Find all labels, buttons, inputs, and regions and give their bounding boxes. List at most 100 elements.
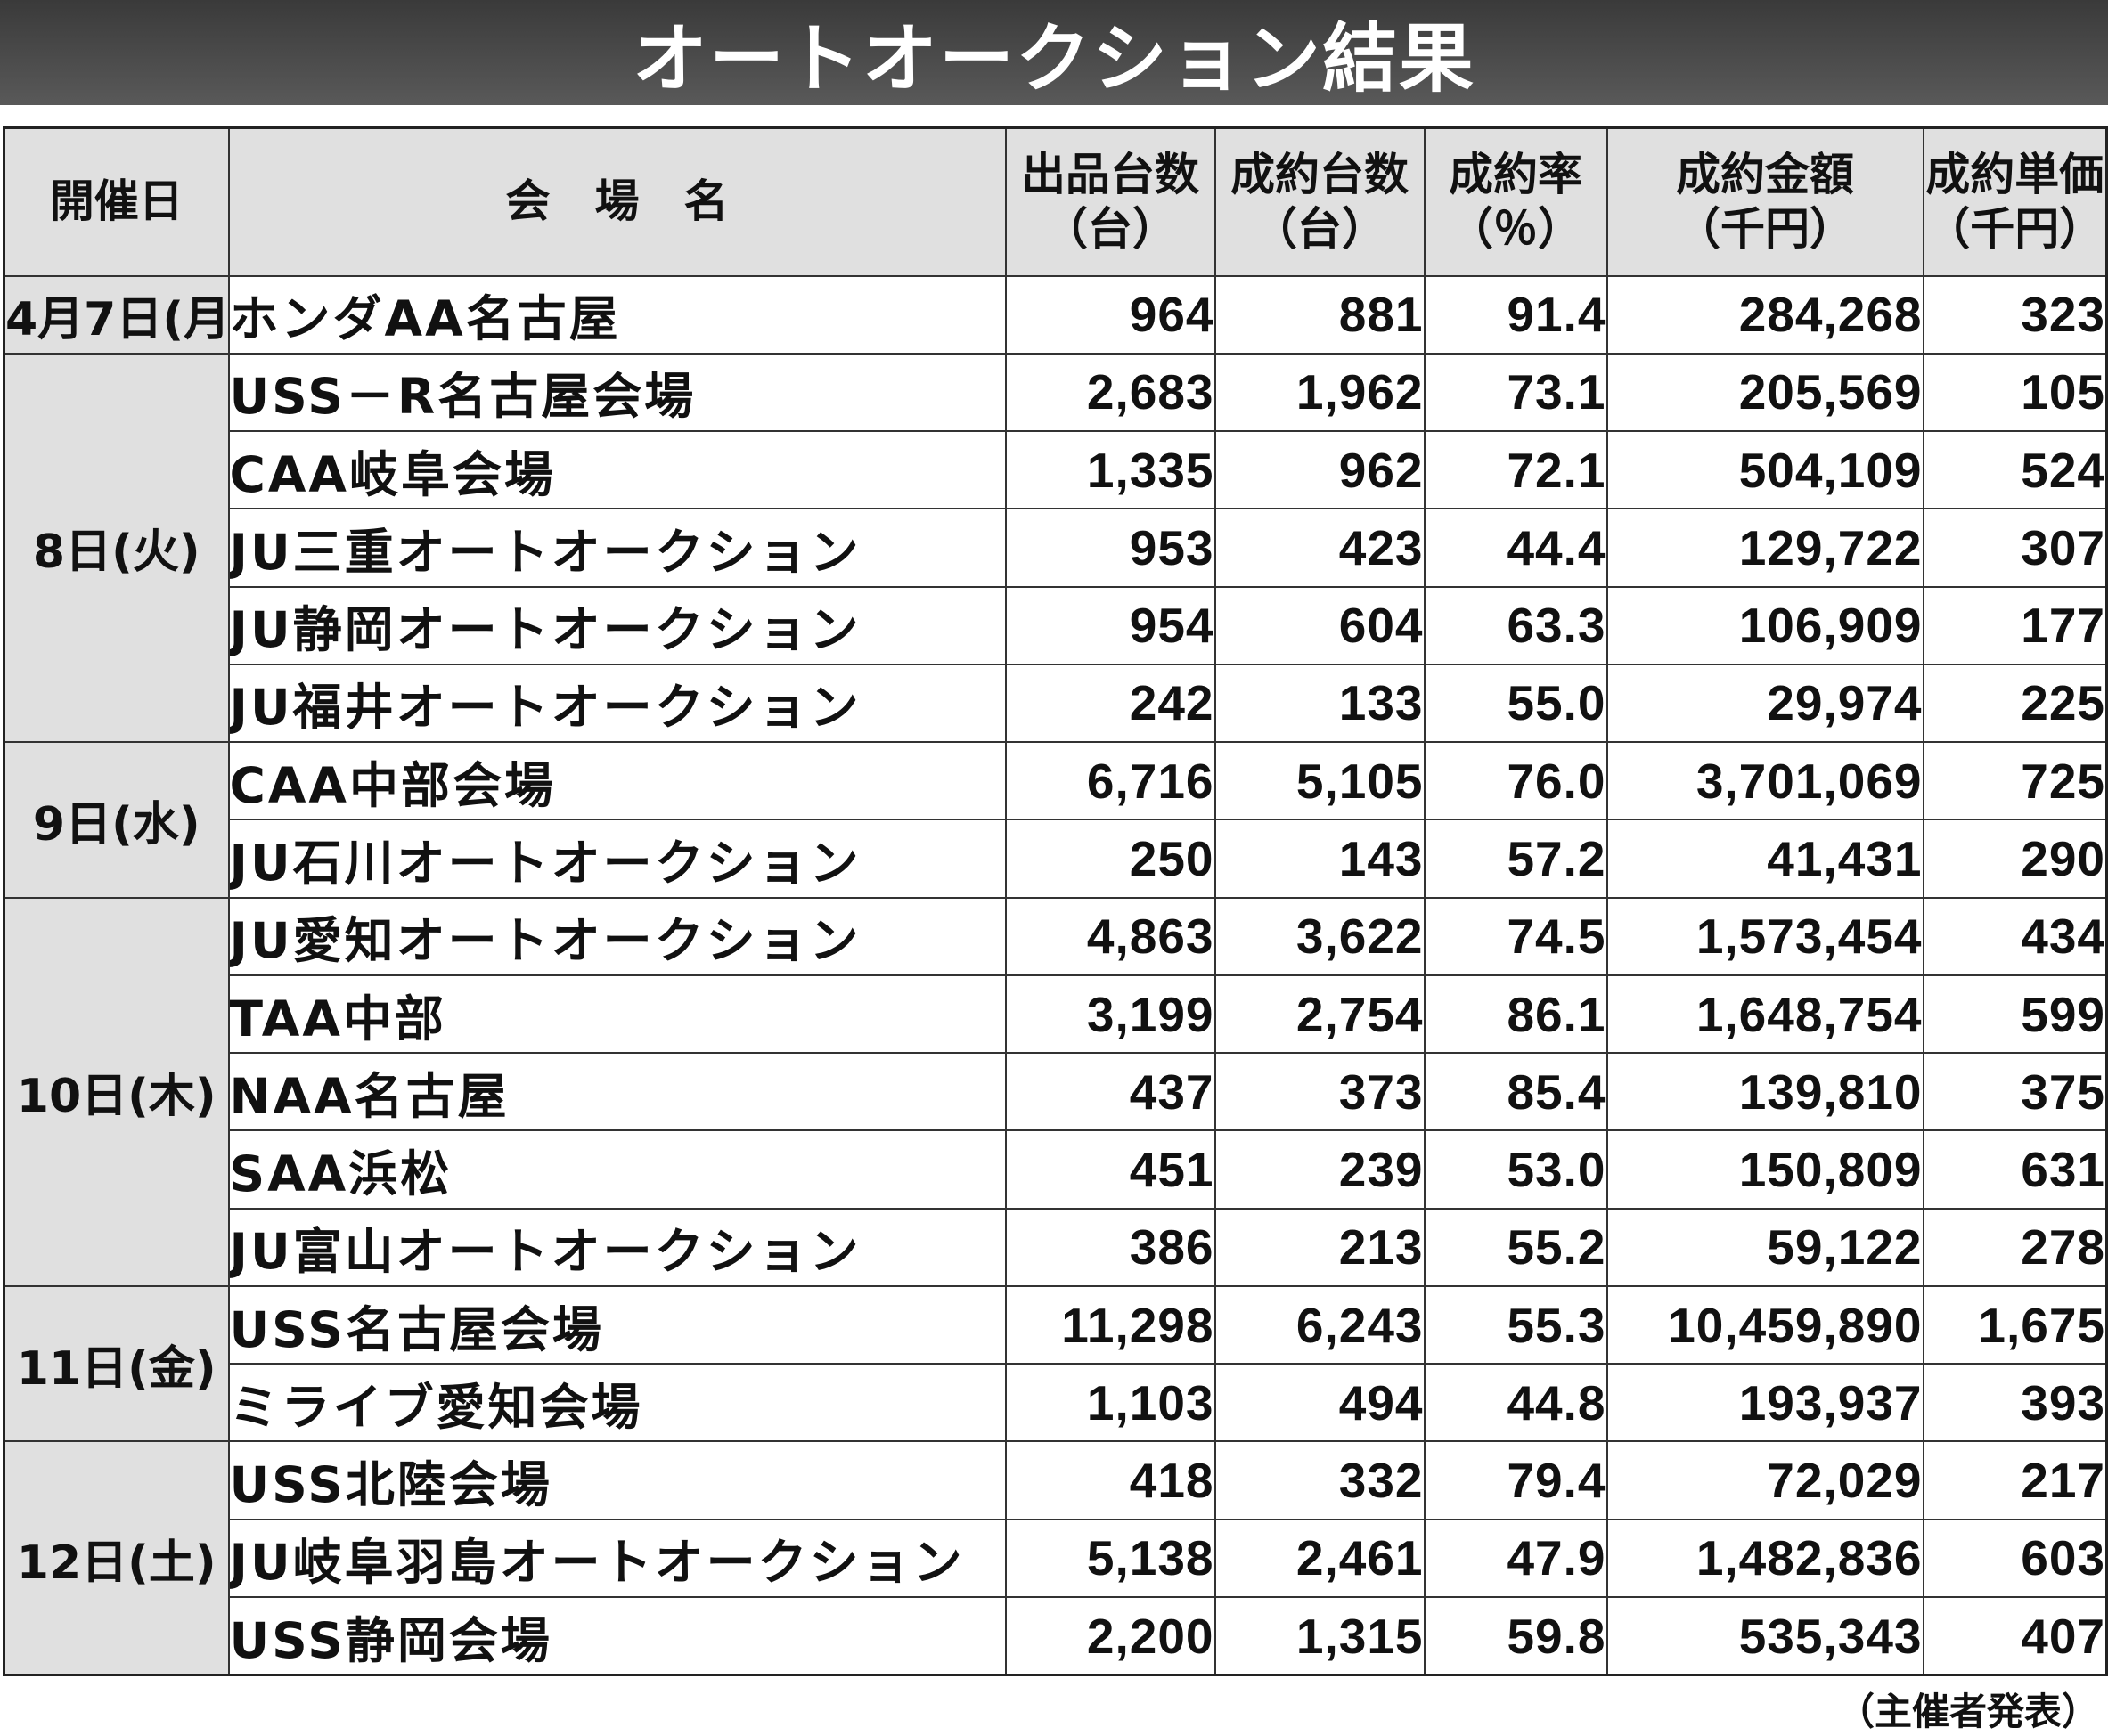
amount-cell: 41,431	[1606, 819, 1924, 899]
amount-cell: 129,722	[1606, 508, 1924, 588]
rate-cell: 44.8	[1423, 1363, 1608, 1443]
rate-cell: 72.1	[1423, 430, 1608, 510]
header-unit-price-label: 成約単価	[1925, 148, 2104, 200]
auction-results-table: 開催日 会 場 名 出品台数 （台） 成約台数 （台） 成約率 （％） 成約金額…	[3, 126, 2108, 1676]
table-row: CAA岐阜会場 1,335 962 72.1 504,109 524	[4, 430, 2108, 510]
amount-cell: 3,701,069	[1606, 741, 1924, 821]
rate-cell: 55.3	[1423, 1284, 1608, 1365]
listed-cell: 954	[1004, 585, 1216, 665]
unit-price-cell: 434	[1922, 896, 2108, 976]
sold-cell: 239	[1213, 1129, 1426, 1210]
listed-cell: 242	[1004, 663, 1216, 744]
amount-cell: 1,482,836	[1606, 1518, 1924, 1599]
amount-cell: 205,569	[1606, 352, 1924, 433]
rate-cell: 91.4	[1423, 274, 1608, 355]
table-row: 12日(土) USS北陸会場 418 332 79.4 72,029 217	[3, 1440, 2108, 1676]
venue-cell: USS静岡会場	[227, 1596, 1007, 1676]
sold-cell: 962	[1213, 430, 1426, 510]
amount-cell: 139,810	[1606, 1052, 1924, 1132]
rate-cell: 73.1	[1423, 352, 1608, 433]
listed-cell: 5,138	[1004, 1518, 1216, 1599]
table-row: JU富山オートオークション 386 213 55.2 59,122 278	[4, 1207, 2108, 1287]
unit-price-cell: 307	[1922, 508, 2108, 588]
unit-price-cell: 290	[1922, 819, 2108, 899]
unit-price-cell: 323	[1922, 274, 2108, 355]
table-row: 10日(木) JU愛知オートオークション 4,863 3,622 74.5 1,…	[3, 896, 2108, 1287]
sold-cell: 5,105	[1213, 741, 1426, 821]
amount-cell: 535,343	[1606, 1596, 1924, 1676]
date-cell: 12日(土)	[3, 1440, 230, 1676]
table-row: 9日(水) CAA中部会場 6,716 5,105 76.0 3,701,069…	[3, 741, 2108, 899]
amount-cell: 29,974	[1606, 663, 1924, 744]
rate-cell: 53.0	[1423, 1129, 1608, 1210]
amount-cell: 284,268	[1606, 274, 1924, 355]
rate-cell: 76.0	[1423, 741, 1608, 821]
rate-cell: 79.4	[1423, 1440, 1608, 1520]
venue-cell: USS名古屋会場	[227, 1284, 1007, 1365]
unit-price-cell: 1,675	[1922, 1284, 2108, 1365]
header-amount-unit: （千円）	[1676, 202, 1854, 255]
venue-cell: JU静岡オートオークション	[227, 585, 1007, 665]
listed-cell: 1,335	[1004, 430, 1216, 510]
unit-price-cell: 407	[1922, 1596, 2108, 1676]
table-row: JU岐阜羽島オートオークション 5,138 2,461 47.9 1,482,8…	[4, 1518, 2108, 1599]
unit-price-cell: 225	[1922, 663, 2108, 744]
amount-cell: 504,109	[1606, 430, 1924, 510]
listed-cell: 11,298	[1004, 1284, 1216, 1365]
header-unit-price-unit: （千円）	[1925, 202, 2104, 255]
sold-cell: 143	[1213, 819, 1426, 899]
unit-price-cell: 725	[1922, 741, 2108, 821]
table-row: NAA名古屋 437 373 85.4 139,810 375	[4, 1052, 2108, 1132]
sold-cell: 604	[1213, 585, 1426, 665]
rate-cell: 59.8	[1423, 1596, 1608, 1676]
listed-cell: 3,199	[1004, 974, 1216, 1055]
sold-cell: 423	[1213, 508, 1426, 588]
venue-cell: CAA中部会場	[227, 741, 1007, 821]
date-cell: 4月7日(月)	[3, 274, 230, 355]
unit-price-cell: 603	[1922, 1518, 2108, 1599]
venue-cell: JU愛知オートオークション	[227, 896, 1007, 976]
table-row: JU福井オートオークション 242 133 55.0 29,974 225	[4, 663, 2108, 744]
table-row: TAA中部 3,199 2,754 86.1 1,648,754 599	[4, 974, 2108, 1055]
listed-cell: 418	[1004, 1440, 1216, 1520]
listed-cell: 4,863	[1004, 896, 1216, 976]
sold-cell: 2,754	[1213, 974, 1426, 1055]
rate-cell: 74.5	[1423, 896, 1608, 976]
sold-cell: 133	[1213, 663, 1426, 744]
unit-price-cell: 375	[1922, 1052, 2108, 1132]
rate-cell: 86.1	[1423, 974, 1608, 1055]
venue-cell: USS－R名古屋会場	[227, 352, 1007, 433]
venue-cell: CAA岐阜会場	[227, 430, 1007, 510]
unit-price-cell: 599	[1922, 974, 2108, 1055]
venue-cell: NAA名古屋	[227, 1052, 1007, 1132]
table-row: ミライブ愛知会場 1,103 494 44.8 193,937 393	[4, 1363, 2108, 1443]
venue-cell: ホンダAA名古屋	[227, 274, 1007, 355]
sold-cell: 3,622	[1213, 896, 1426, 976]
amount-cell: 59,122	[1606, 1207, 1924, 1287]
table-row: JU静岡オートオークション 954 604 63.3 106,909 177	[4, 585, 2108, 665]
sold-cell: 332	[1213, 1440, 1426, 1520]
listed-cell: 953	[1004, 508, 1216, 588]
table-row: USS静岡会場 2,200 1,315 59.8 535,343 407	[4, 1596, 2108, 1676]
sold-cell: 494	[1213, 1363, 1426, 1443]
unit-price-cell: 393	[1922, 1363, 2108, 1443]
date-cell: 9日(水)	[3, 741, 230, 899]
table-row: 8日(火) USS－R名古屋会場 2,683 1,962 73.1 205,56…	[3, 352, 2108, 744]
listed-cell: 386	[1004, 1207, 1216, 1287]
rate-cell: 47.9	[1423, 1518, 1608, 1599]
rate-cell: 44.4	[1423, 508, 1608, 588]
header-rate-unit: （％）	[1449, 202, 1582, 255]
table-row: JU石川オートオークション 250 143 57.2 41,431 290	[4, 819, 2108, 899]
venue-cell: JU石川オートオークション	[227, 819, 1007, 899]
unit-price-cell: 524	[1922, 430, 2108, 510]
sold-cell: 1,962	[1213, 352, 1426, 433]
sold-cell: 881	[1213, 274, 1426, 355]
listed-cell: 2,200	[1004, 1596, 1216, 1676]
amount-cell: 72,029	[1606, 1440, 1924, 1520]
amount-cell: 193,937	[1606, 1363, 1924, 1443]
header-listed: 出品台数 （台）	[1004, 126, 1216, 277]
unit-price-cell: 217	[1922, 1440, 2108, 1520]
header-listed-unit: （台）	[1043, 202, 1177, 255]
table-row: 4月7日(月) ホンダAA名古屋 964 881 91.4 284,268 32…	[3, 274, 2108, 355]
venue-cell: TAA中部	[227, 974, 1007, 1055]
